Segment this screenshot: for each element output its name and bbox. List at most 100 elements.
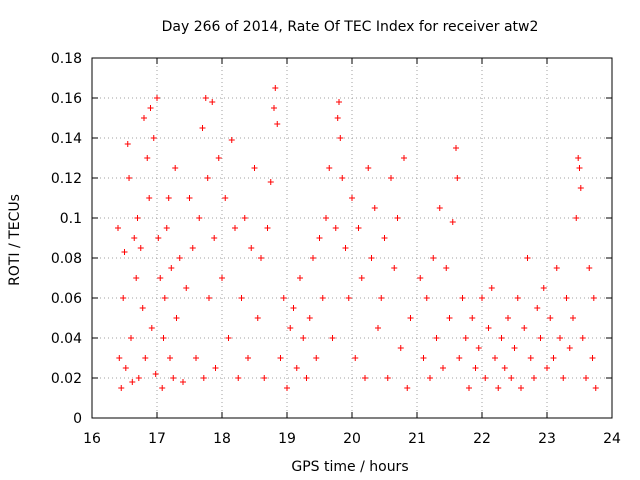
roti-point xyxy=(332,225,339,231)
roti-point xyxy=(449,219,456,225)
roti-point xyxy=(550,355,557,361)
roti-point xyxy=(133,275,140,281)
roti-point xyxy=(576,165,583,171)
roti-point xyxy=(277,355,284,361)
x-tick-label: 21 xyxy=(408,431,426,447)
roti-point xyxy=(547,315,554,321)
roti-point xyxy=(142,355,149,361)
roti-point xyxy=(404,385,411,391)
roti-point xyxy=(469,315,476,321)
roti-point xyxy=(228,137,235,143)
roti-point xyxy=(508,375,515,381)
roti-point xyxy=(472,365,479,371)
roti-point xyxy=(375,325,381,331)
roti-point xyxy=(126,175,133,181)
roti-point xyxy=(122,365,129,371)
roti-point xyxy=(371,205,378,211)
x-tick-label: 16 xyxy=(83,431,101,447)
roti-point xyxy=(349,195,355,201)
roti-point xyxy=(540,285,547,291)
roti-point xyxy=(527,355,534,361)
y-tick-label: 0.18 xyxy=(51,51,82,67)
roti-point xyxy=(129,379,136,385)
roti-point xyxy=(272,85,279,91)
roti-point xyxy=(154,95,160,101)
roti-point xyxy=(316,235,323,241)
roti-point xyxy=(427,375,433,381)
roti-point xyxy=(146,195,153,201)
roti-point xyxy=(378,295,385,301)
roti-point xyxy=(514,295,521,301)
roti-point xyxy=(492,355,498,361)
roti-point xyxy=(323,215,329,221)
roti-point xyxy=(306,315,313,321)
roti-point xyxy=(137,245,144,251)
roti-point xyxy=(157,275,164,281)
roti-point xyxy=(274,121,281,127)
roti-point xyxy=(589,355,596,361)
roti-point xyxy=(358,275,365,281)
roti-point xyxy=(209,99,216,105)
roti-point xyxy=(592,385,599,391)
roti-point xyxy=(505,315,511,321)
roti-point xyxy=(560,375,567,381)
roti-point xyxy=(488,285,495,291)
roti-point xyxy=(440,365,446,371)
roti-point xyxy=(303,375,310,381)
roti-point xyxy=(368,255,375,261)
roti-point xyxy=(128,335,134,341)
roti-point xyxy=(280,295,287,301)
roti-point xyxy=(215,155,222,161)
roti-point xyxy=(148,325,155,331)
roti-point xyxy=(423,295,430,301)
roti-point xyxy=(180,379,186,385)
y-axis-label: ROTI / TECUs xyxy=(7,194,23,286)
x-tick-label: 17 xyxy=(148,431,166,447)
roti-point xyxy=(167,355,173,361)
roti-point xyxy=(232,225,238,231)
roti-point xyxy=(397,345,404,351)
roti-point xyxy=(544,365,550,371)
roti-point xyxy=(454,175,461,181)
roti-point xyxy=(115,225,121,231)
roti-point xyxy=(336,99,342,105)
roti-point xyxy=(339,175,346,181)
roti-point xyxy=(238,295,245,301)
roti-point xyxy=(482,375,489,381)
roti-point xyxy=(462,335,469,341)
roti-point xyxy=(326,165,333,171)
roti-point xyxy=(495,385,502,391)
roti-point xyxy=(391,265,398,271)
roti-point xyxy=(575,155,582,161)
roti-point xyxy=(211,235,218,241)
y-tick-label: 0.14 xyxy=(51,131,82,147)
roti-point xyxy=(134,215,141,221)
roti-point xyxy=(202,95,209,101)
y-tick-label: 0.1 xyxy=(60,211,82,227)
roti-point xyxy=(443,265,450,271)
roti-point xyxy=(150,135,157,141)
roti-point xyxy=(170,375,177,381)
roti-point xyxy=(557,335,563,341)
roti-point xyxy=(362,375,368,381)
roti-point xyxy=(135,375,142,381)
roti-point xyxy=(251,165,258,171)
roti-point xyxy=(235,375,242,381)
x-tick-label: 23 xyxy=(538,431,556,447)
roti-point xyxy=(163,225,170,231)
roti-point xyxy=(160,335,167,341)
roti-point xyxy=(241,215,248,221)
roti-point xyxy=(342,245,349,251)
roti-point xyxy=(200,375,207,381)
roti-point xyxy=(537,335,544,341)
roti-point xyxy=(475,345,482,351)
roti-point xyxy=(267,179,274,185)
roti-point xyxy=(573,215,580,221)
roti-point xyxy=(245,355,251,361)
y-tick-label: 0.16 xyxy=(51,91,82,107)
roti-point xyxy=(222,195,229,201)
roti-point xyxy=(586,265,593,271)
roti-point xyxy=(466,385,472,391)
chart-title: Day 266 of 2014, Rate Of TEC Index for r… xyxy=(162,19,539,35)
